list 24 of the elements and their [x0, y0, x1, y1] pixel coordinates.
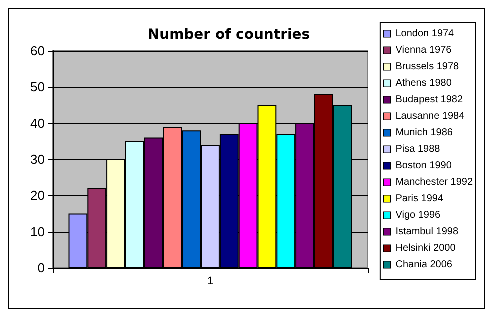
y-tick-label: 30	[30, 152, 45, 167]
legend-label: Budapest 1982	[396, 94, 464, 106]
legend-label: Pisa 1988	[396, 144, 441, 155]
legend-label: Boston 1990	[396, 160, 452, 172]
legend-label: Munich 1986	[396, 128, 454, 138]
legend-label: Istambul 1998	[396, 226, 459, 238]
legend-label: Paris 1994	[396, 194, 444, 204]
y-tick-label: 50	[30, 80, 45, 95]
y-tick-label: 60	[30, 44, 45, 58]
legend-label: London 1974	[396, 28, 455, 40]
y-tick-label: 20	[30, 188, 45, 204]
legend-label: Helsinki 2000	[396, 243, 456, 254]
legend-label: Vienna 1976	[396, 45, 452, 56]
legend-label: Brussels 1978	[396, 62, 460, 72]
legend-label: Athens 1980	[396, 78, 452, 89]
chart-title: Number of countries	[148, 27, 310, 43]
y-tick-label: 10	[30, 224, 45, 240]
legend-label: Manchester 1992	[396, 177, 474, 188]
y-tick-label: 40	[30, 116, 45, 131]
legend-label: Lausanne 1984	[396, 111, 466, 122]
y-tick-label: 0	[38, 260, 45, 276]
legend-label: Vigo 1996	[396, 210, 442, 221]
x-tick-label: 1	[207, 276, 214, 288]
legend-label: Chania 2006	[396, 260, 453, 270]
